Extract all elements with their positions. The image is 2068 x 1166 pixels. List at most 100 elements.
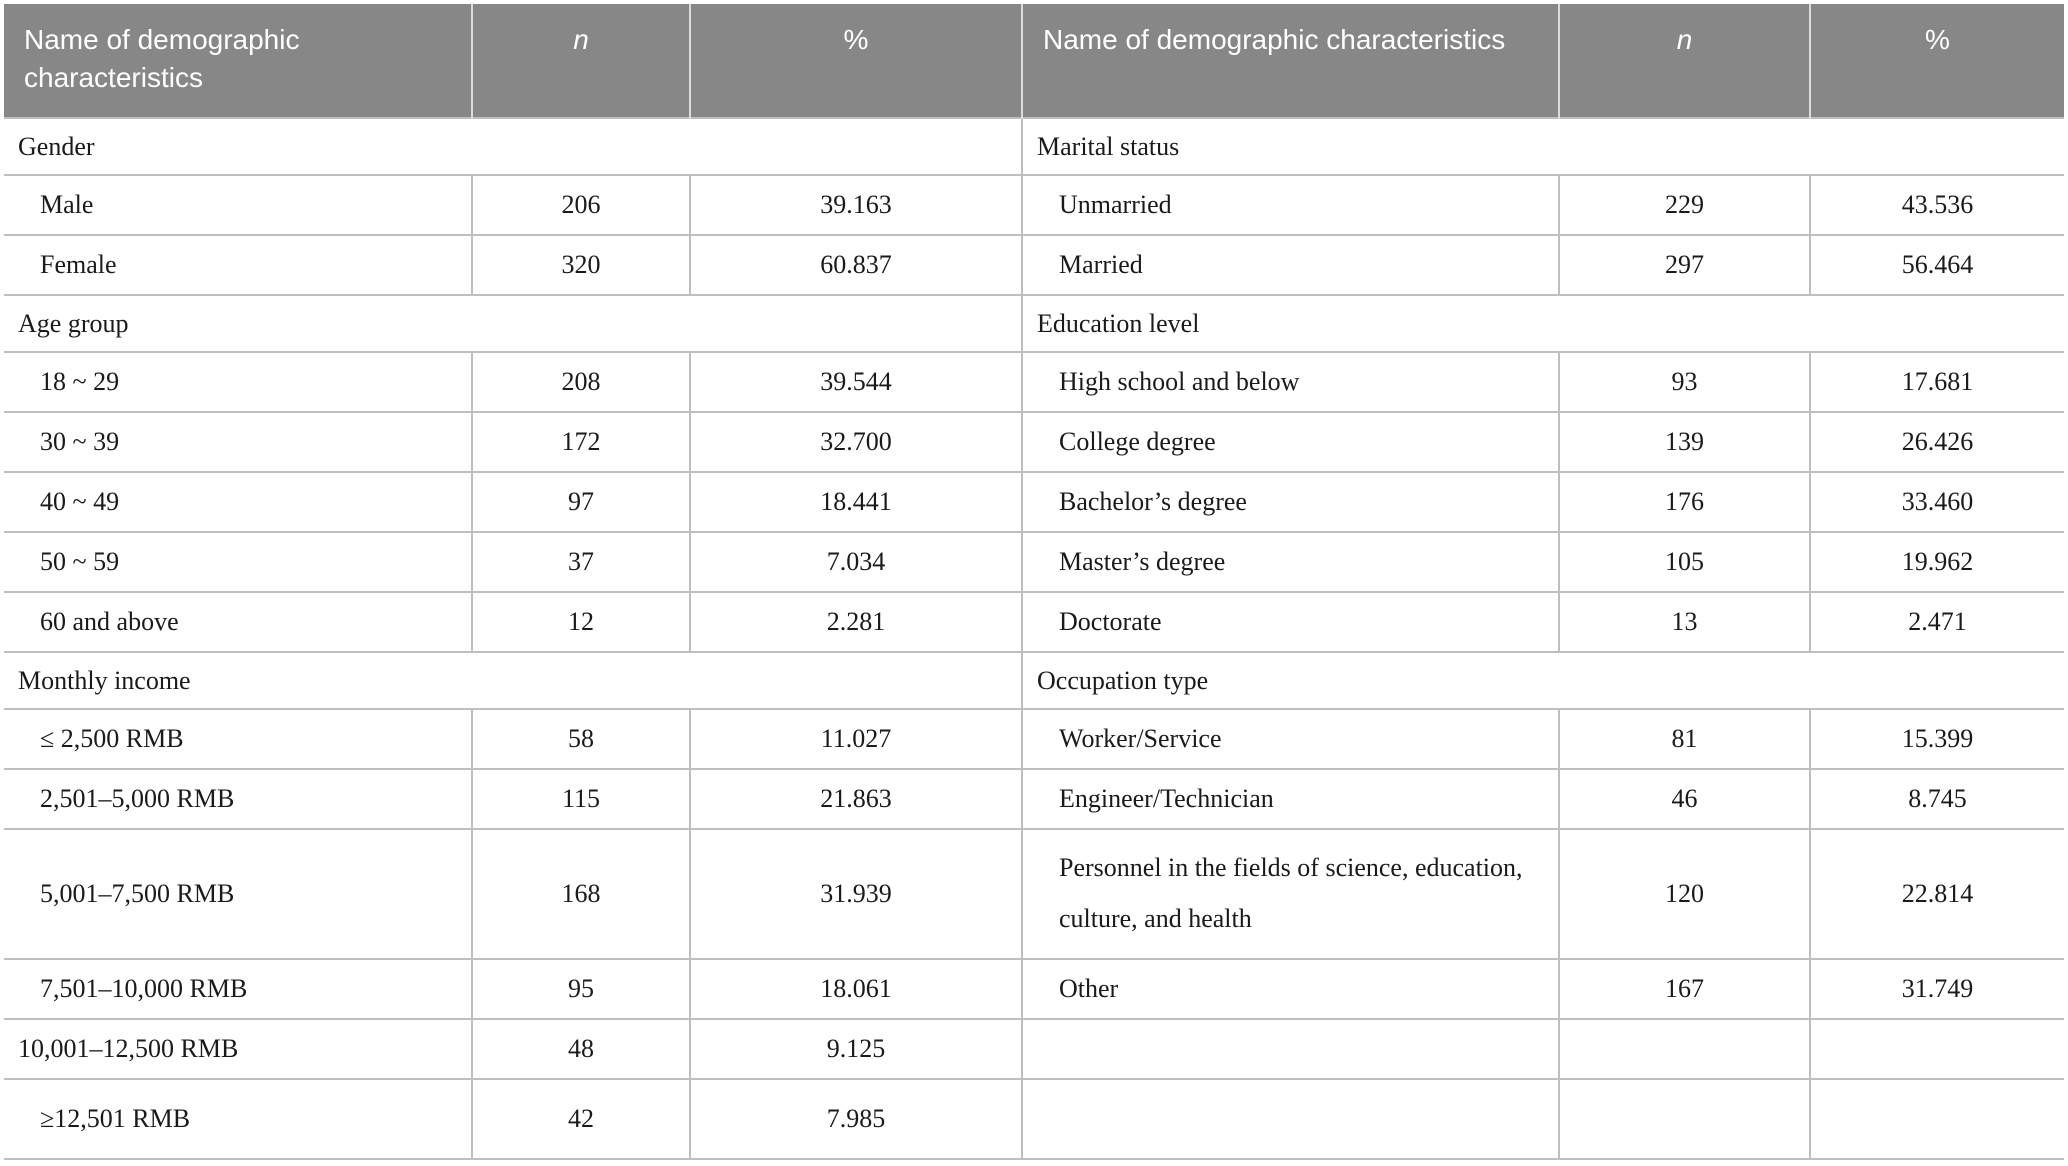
cell-label: ≥12,501 RMB xyxy=(4,1078,473,1160)
table-row: ≤ 2,500 RMB 58 11.027 Worker/Service 81 15.39… xyxy=(4,708,2064,769)
header-pct-right: % xyxy=(1810,4,2064,118)
cell-label: Engineer/Technician xyxy=(1022,768,1560,829)
cell-n: 176 xyxy=(1559,471,1811,532)
cell-n: 206 xyxy=(472,174,691,235)
cell-pct: 7.985 xyxy=(690,1078,1023,1160)
cell-pct: 56.464 xyxy=(1810,234,2064,295)
table-row: Male 206 39.163 Unmarried 229 43.536 xyxy=(4,174,2064,235)
cell-n: 105 xyxy=(1559,531,1811,592)
table-row: 50 ~ 59 37 7.034 Master’s degree 105 19.962 xyxy=(4,531,2064,592)
cell-n xyxy=(1559,1018,1811,1079)
cell-label: Master’s degree xyxy=(1022,531,1560,592)
cell-n: 208 xyxy=(472,351,691,412)
cell-pct: 15.399 xyxy=(1810,708,2064,769)
header-name-right: Name of demographic characteristics xyxy=(1022,4,1560,118)
cell-n: 42 xyxy=(472,1078,691,1160)
cell-label: Worker/Service xyxy=(1022,708,1560,769)
cell-n xyxy=(1559,1078,1811,1160)
cell-pct: 60.837 xyxy=(690,234,1023,295)
cell-n: 139 xyxy=(1559,411,1811,472)
cell-label: 30 ~ 39 xyxy=(4,411,473,472)
cell-n: 172 xyxy=(472,411,691,472)
cell-n: 48 xyxy=(472,1018,691,1079)
cell-n: 93 xyxy=(1559,351,1811,412)
cell-n: 13 xyxy=(1559,591,1811,652)
cell-label: 2,501–5,000 RMB xyxy=(4,768,473,829)
header-row: Name of demographic characteristics n % … xyxy=(4,4,2064,118)
cell-label: Unmarried xyxy=(1022,174,1560,235)
category-label: Occupation type xyxy=(1022,651,2064,709)
cell-pct: 26.426 xyxy=(1810,411,2064,472)
category-label: Monthly income xyxy=(4,651,1023,709)
cell-label: Female xyxy=(4,234,473,295)
table-row: 10,001–12,500 RMB 48 9.125 xyxy=(4,1018,2064,1079)
cell-pct: 39.163 xyxy=(690,174,1023,235)
table-body: Gender Marital status Male 206 39.163 Unmarri… xyxy=(4,117,2064,1160)
cell-pct: 18.441 xyxy=(690,471,1023,532)
cell-label: 50 ~ 59 xyxy=(4,531,473,592)
category-row: Monthly income Occupation type xyxy=(4,651,2064,709)
table-header: Name of demographic characteristics n % … xyxy=(4,4,2064,118)
cell-pct: 43.536 xyxy=(1810,174,2064,235)
cell-n: 297 xyxy=(1559,234,1811,295)
cell-label: Doctorate xyxy=(1022,591,1560,652)
cell-pct: 11.027 xyxy=(690,708,1023,769)
category-label: Gender xyxy=(4,117,1023,175)
cell-pct: 33.460 xyxy=(1810,471,2064,532)
cell-label xyxy=(1022,1018,1560,1079)
cell-pct: 18.061 xyxy=(690,958,1023,1019)
table-row: Female 320 60.837 Married 297 56.464 xyxy=(4,234,2064,295)
cell-n: 81 xyxy=(1559,708,1811,769)
header-n-left: n xyxy=(472,4,691,118)
table-row: 40 ~ 49 97 18.441 Bachelor’s degree 176 33.46… xyxy=(4,471,2064,532)
cell-label xyxy=(1022,1078,1560,1160)
cell-label: 40 ~ 49 xyxy=(4,471,473,532)
cell-pct: 31.939 xyxy=(690,828,1023,959)
cell-label: 18 ~ 29 xyxy=(4,351,473,412)
cell-pct: 21.863 xyxy=(690,768,1023,829)
cell-n: 46 xyxy=(1559,768,1811,829)
cell-n: 97 xyxy=(472,471,691,532)
table-row: ≥12,501 RMB 42 7.985 xyxy=(4,1078,2064,1160)
cell-pct: 39.544 xyxy=(690,351,1023,412)
header-name-left: Name of demographic characteristics xyxy=(4,4,473,118)
cell-label: 60 and above xyxy=(4,591,473,652)
category-label: Age group xyxy=(4,294,1023,352)
cell-pct: 7.034 xyxy=(690,531,1023,592)
cell-pct: 19.962 xyxy=(1810,531,2064,592)
cell-label: College degree xyxy=(1022,411,1560,472)
cell-n: 229 xyxy=(1559,174,1811,235)
cell-n: 37 xyxy=(472,531,691,592)
cell-label: Other xyxy=(1022,958,1560,1019)
cell-n: 115 xyxy=(472,768,691,829)
cell-label: ≤ 2,500 RMB xyxy=(4,708,473,769)
cell-n: 320 xyxy=(472,234,691,295)
cell-label: Bachelor’s degree xyxy=(1022,471,1560,532)
cell-pct: 17.681 xyxy=(1810,351,2064,412)
table-row: 5,001–7,500 RMB 168 31.939 Personnel in the… xyxy=(4,828,2064,959)
cell-pct: 2.281 xyxy=(690,591,1023,652)
cell-n: 12 xyxy=(472,591,691,652)
category-row: Gender Marital status xyxy=(4,117,2064,175)
header-n-right: n xyxy=(1559,4,1811,118)
cell-pct: 9.125 xyxy=(690,1018,1023,1079)
cell-pct: 2.471 xyxy=(1810,591,2064,652)
cell-pct xyxy=(1810,1078,2064,1160)
header-pct-left: % xyxy=(690,4,1023,118)
table-row: 7,501–10,000 RMB 95 18.061 Other 167 31.749 xyxy=(4,958,2064,1019)
cell-pct: 22.814 xyxy=(1810,828,2064,959)
table-row: 18 ~ 29 208 39.544 High school and below 93 1… xyxy=(4,351,2064,412)
cell-label: High school and below xyxy=(1022,351,1560,412)
cell-n: 120 xyxy=(1559,828,1811,959)
cell-label: Male xyxy=(4,174,473,235)
table-row: 30 ~ 39 172 32.700 College degree 139 26.426 xyxy=(4,411,2064,472)
cell-pct: 31.749 xyxy=(1810,958,2064,1019)
cell-n: 168 xyxy=(472,828,691,959)
cell-n: 95 xyxy=(472,958,691,1019)
cell-label: 7,501–10,000 RMB xyxy=(4,958,473,1019)
cell-pct: 32.700 xyxy=(690,411,1023,472)
demographics-table: Name of demographic characteristics n % … xyxy=(4,4,2064,1160)
cell-pct xyxy=(1810,1018,2064,1079)
cell-label: Married xyxy=(1022,234,1560,295)
